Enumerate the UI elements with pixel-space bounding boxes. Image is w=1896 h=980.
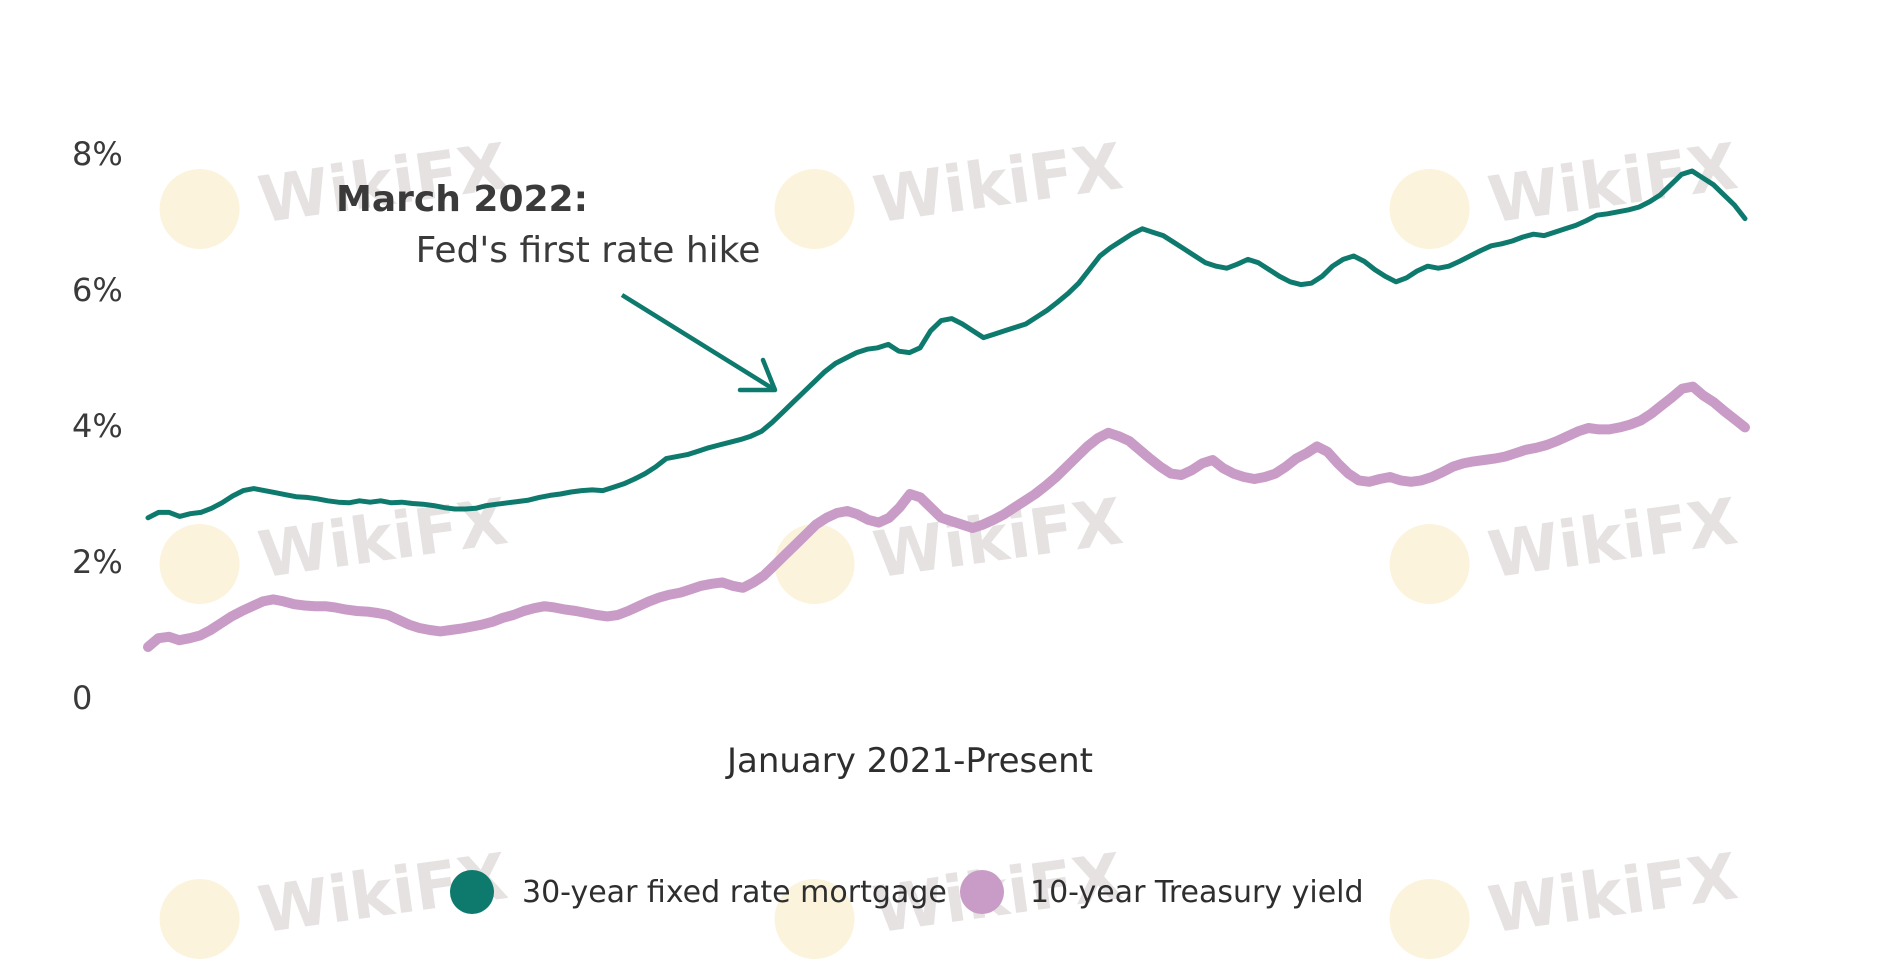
annotation-text: Fed's first rate hike [416,230,761,271]
watermark-text: WikiFX [1484,485,1742,593]
legend-swatch-treasury [960,870,1004,914]
treasury-yield-line [143,381,1750,652]
legend: 30-year fixed rate mortgage 10-year Trea… [450,870,1364,914]
watermark-logo-icon [159,169,240,250]
legend-swatch-mortgage [450,870,494,914]
y-tick-label: 0 [72,679,92,717]
y-tick-label: 2% [72,543,123,581]
watermark-text: WikiFX [1484,840,1742,948]
x-axis-label: January 2021-Present [725,741,1093,781]
y-tick-label: 6% [72,271,123,309]
series-lines [143,168,1750,652]
watermark-logo-icon [159,524,240,605]
watermark: WikiFX [1389,840,1742,960]
watermark: WikiFX [1389,130,1742,250]
annotation-title: March 2022: [336,179,588,220]
watermark-logo-icon [1389,169,1470,250]
legend-label-mortgage: 30-year fixed rate mortgage [522,875,947,910]
watermark-text: WikiFX [1484,130,1742,238]
watermark: WikiFX [774,485,1127,605]
watermark: WikiFX [1389,485,1742,605]
watermark-logo-icon [774,879,855,960]
watermark-logo-icon [1389,524,1470,605]
annotation-arrowhead [737,357,778,393]
annotation-arrow-line [620,293,777,392]
watermark-logo-icon [774,169,855,250]
watermark-logo-icon [159,879,240,960]
mortgage-rate-line [145,168,1748,521]
legend-label-treasury: 10-year Treasury yield [1030,875,1364,910]
watermark-text: WikiFX [869,130,1127,238]
y-tick-label: 4% [72,407,123,445]
annotation: March 2022: Fed's first rate hike [336,179,778,393]
watermark: WikiFX [774,130,1127,250]
y-tick-label: 8% [72,135,123,173]
y-axis: 8% 6% 4% 2% 0 [72,135,123,717]
watermark-logo-icon [1389,879,1470,960]
